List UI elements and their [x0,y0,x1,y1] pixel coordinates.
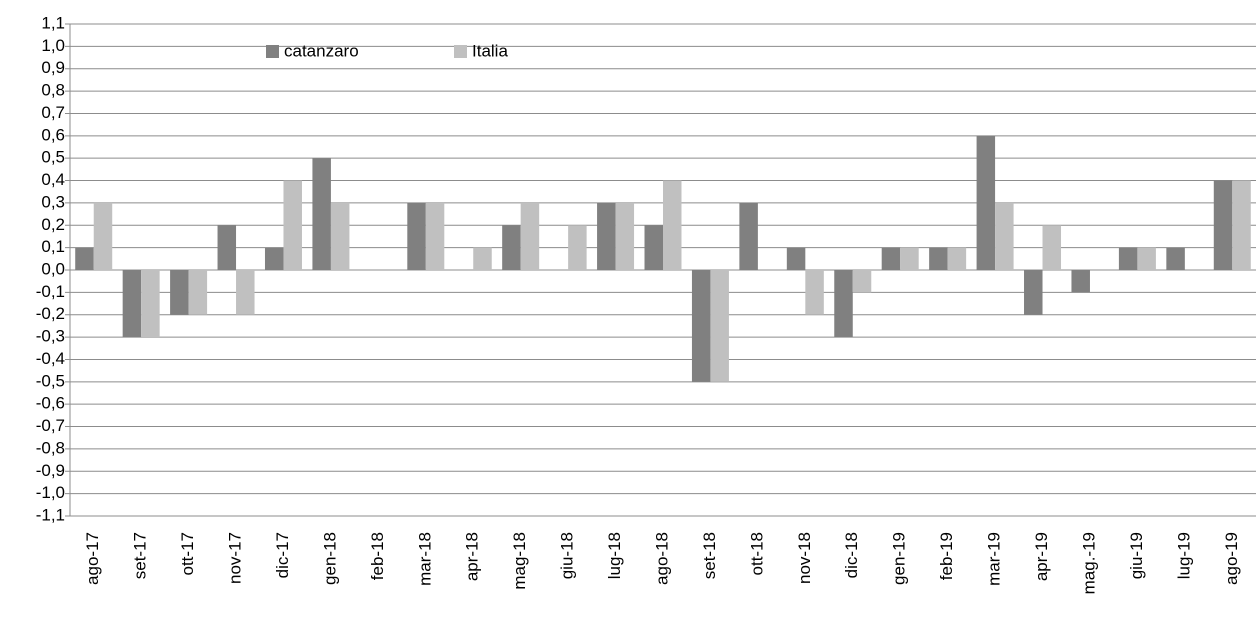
bar [852,270,872,293]
y-tick-label: 0,2 [41,215,65,234]
y-tick-label: -0,6 [36,394,65,413]
y-tick-label: 0,9 [41,58,65,77]
bar [283,180,302,270]
bar [1232,180,1251,270]
bar [710,270,729,382]
bar [900,247,919,270]
bar [947,247,967,270]
bar [615,202,635,270]
y-tick-label: -0,4 [36,349,65,368]
x-tick-label: dic-17 [273,532,292,578]
bar [1118,247,1138,270]
x-tick-label: mar-18 [415,532,434,586]
y-tick-label: -0,8 [36,438,65,457]
bar [188,270,208,315]
x-tick-label: mag.-19 [1079,532,1098,594]
bar [93,202,113,270]
x-tick-label: ago-17 [83,532,102,585]
bar [663,180,682,270]
bar [805,270,824,315]
x-tick-label: lug-19 [1174,532,1193,579]
x-tick-label: nov-17 [226,532,245,584]
x-tick-label: gen-18 [320,532,339,585]
y-tick-label: -0,5 [36,371,65,390]
x-tick-label: gen-19 [890,532,909,585]
y-tick-label: 1,1 [41,13,65,32]
y-tick-label: 0,4 [41,170,65,189]
y-tick-label: -0,1 [36,282,65,301]
y-tick-label: 0,6 [41,125,65,144]
x-tick-label: set-18 [700,532,719,579]
x-tick-label: giu-18 [558,532,577,579]
bar [739,202,758,270]
x-tick-label: ago-19 [1222,532,1241,585]
x-tick-label: mar-19 [985,532,1004,586]
y-tick-label: -0,7 [36,416,65,435]
x-tick-label: set-17 [131,532,150,579]
x-tick-label: ott-17 [178,532,197,575]
x-tick-label: mag-18 [510,532,529,590]
bar [170,270,189,315]
bar [141,270,160,338]
legend-label: catanzaro [284,41,359,60]
x-tick-label: lug-18 [605,532,624,579]
y-tick-label: 0,7 [41,103,65,122]
bar [75,247,94,270]
bar [502,225,521,270]
bar [597,202,616,270]
bar [786,247,806,270]
bar [568,225,587,270]
bar [425,202,445,270]
bar [330,202,350,270]
y-tick-label: 0,1 [41,237,65,256]
bar [929,247,948,270]
y-tick-label: 1,0 [41,36,65,55]
bar [1024,270,1043,315]
x-tick-label: giu-19 [1127,532,1146,579]
x-tick-label: ago-18 [652,532,671,585]
x-tick-label: ott-18 [747,532,766,575]
y-tick-label: 0,3 [41,192,65,211]
bar [1166,247,1185,270]
bar [1071,270,1090,293]
bar [834,270,853,338]
legend-swatch [454,45,467,58]
y-tick-label: -1,0 [36,483,65,502]
bar [1137,247,1156,270]
bar [1213,180,1233,270]
bar [995,202,1014,270]
y-tick-label: 0,8 [41,81,65,100]
legend-swatch [266,45,279,58]
y-tick-label: -0,2 [36,304,65,323]
x-tick-label: nov-18 [795,532,814,584]
bar [264,247,284,270]
bar [644,225,663,270]
bar [976,135,996,270]
bar [691,270,711,382]
x-tick-label: apr-19 [1032,532,1051,581]
bar [236,270,255,315]
bar [1042,225,1062,270]
bar [312,158,331,270]
x-tick-label: feb-18 [368,532,387,580]
y-tick-label: -1,1 [36,505,65,524]
bar [217,225,237,270]
x-tick-label: dic-18 [842,532,861,578]
y-tick-label: -0,3 [36,327,65,346]
y-tick-label: -0,9 [36,461,65,480]
bar [407,202,426,270]
x-tick-label: apr-18 [463,532,482,581]
bar [122,270,142,338]
x-tick-label: feb-19 [937,532,956,580]
bar [473,247,492,270]
y-tick-label: 0,0 [41,259,65,278]
y-tick-label: 0,5 [41,148,65,167]
legend-label: Italia [472,41,508,60]
bar [881,247,901,270]
bar [520,202,540,270]
